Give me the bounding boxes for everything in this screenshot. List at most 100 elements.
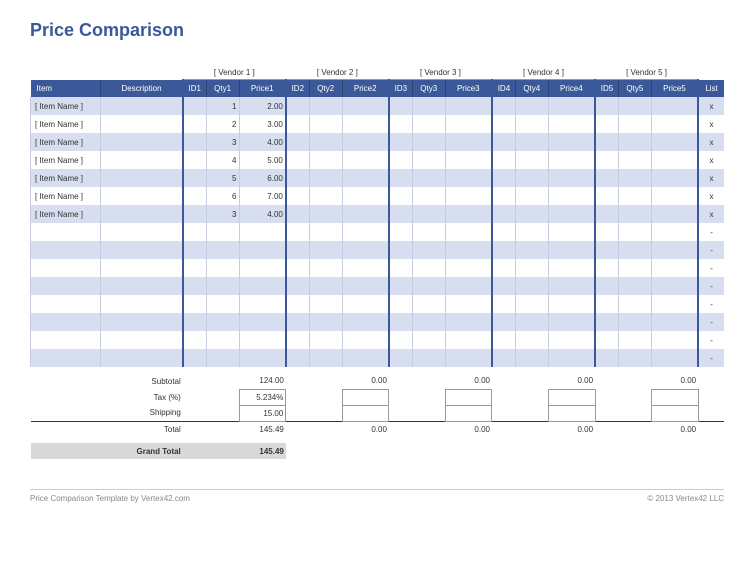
price-cell[interactable] (342, 151, 389, 169)
id-cell[interactable] (183, 133, 206, 151)
id-cell[interactable] (492, 277, 515, 295)
item-cell[interactable]: [ Item Name ] (31, 205, 101, 223)
id-cell[interactable] (595, 313, 618, 331)
tax-val[interactable] (548, 389, 595, 405)
id-cell[interactable] (286, 277, 309, 295)
desc-cell[interactable] (101, 205, 183, 223)
price-cell[interactable] (342, 205, 389, 223)
qty-cell[interactable] (515, 151, 548, 169)
qty-cell[interactable] (412, 97, 445, 115)
qty-cell[interactable] (206, 295, 239, 313)
price-cell[interactable] (342, 331, 389, 349)
item-cell[interactable] (31, 349, 101, 367)
qty-cell[interactable] (309, 313, 342, 331)
price-cell[interactable] (239, 277, 286, 295)
id-cell[interactable] (595, 331, 618, 349)
item-cell[interactable]: [ Item Name ] (31, 133, 101, 151)
qty-cell[interactable] (515, 133, 548, 151)
id-cell[interactable] (492, 331, 515, 349)
item-cell[interactable] (31, 295, 101, 313)
price-cell[interactable] (548, 115, 595, 133)
id-cell[interactable] (389, 349, 412, 367)
price-cell[interactable] (651, 115, 698, 133)
id-cell[interactable] (286, 97, 309, 115)
id-cell[interactable] (389, 259, 412, 277)
desc-cell[interactable] (101, 241, 183, 259)
desc-cell[interactable] (101, 169, 183, 187)
desc-cell[interactable] (101, 223, 183, 241)
id-cell[interactable] (595, 295, 618, 313)
price-cell[interactable] (445, 169, 492, 187)
qty-cell[interactable] (412, 133, 445, 151)
id-cell[interactable] (389, 223, 412, 241)
id-cell[interactable] (492, 313, 515, 331)
qty-cell[interactable] (618, 241, 651, 259)
desc-cell[interactable] (101, 133, 183, 151)
qty-cell[interactable] (309, 277, 342, 295)
price-cell[interactable] (445, 187, 492, 205)
item-cell[interactable] (31, 331, 101, 349)
price-cell[interactable] (651, 97, 698, 115)
id-cell[interactable] (286, 151, 309, 169)
qty-cell[interactable] (515, 187, 548, 205)
id-cell[interactable] (492, 295, 515, 313)
id-cell[interactable] (389, 277, 412, 295)
tax-val[interactable]: 5.234% (239, 389, 286, 405)
price-cell[interactable]: 2.00 (239, 97, 286, 115)
shipping-val[interactable] (651, 405, 698, 421)
id-cell[interactable] (389, 115, 412, 133)
price-cell[interactable] (548, 169, 595, 187)
id-cell[interactable] (183, 151, 206, 169)
qty-cell[interactable] (618, 115, 651, 133)
price-cell[interactable] (651, 313, 698, 331)
qty-cell[interactable] (515, 169, 548, 187)
price-cell[interactable] (651, 241, 698, 259)
price-cell[interactable] (239, 295, 286, 313)
id-cell[interactable] (183, 115, 206, 133)
id-cell[interactable] (389, 331, 412, 349)
qty-cell[interactable] (515, 223, 548, 241)
qty-cell[interactable] (618, 187, 651, 205)
price-cell[interactable] (445, 295, 492, 313)
qty-cell[interactable] (412, 313, 445, 331)
id-cell[interactable] (492, 187, 515, 205)
price-cell[interactable] (651, 187, 698, 205)
shipping-val[interactable] (548, 405, 595, 421)
id-cell[interactable] (492, 259, 515, 277)
price-cell[interactable] (651, 169, 698, 187)
id-cell[interactable] (183, 241, 206, 259)
qty-cell[interactable] (515, 313, 548, 331)
qty-cell[interactable] (515, 205, 548, 223)
price-cell[interactable] (342, 169, 389, 187)
price-cell[interactable] (548, 241, 595, 259)
id-cell[interactable] (286, 349, 309, 367)
id-cell[interactable] (595, 259, 618, 277)
qty-cell[interactable] (515, 277, 548, 295)
price-cell[interactable] (548, 205, 595, 223)
qty-cell[interactable] (618, 169, 651, 187)
qty-cell[interactable] (618, 205, 651, 223)
id-cell[interactable] (389, 187, 412, 205)
qty-cell[interactable] (618, 277, 651, 295)
qty-cell[interactable] (309, 187, 342, 205)
id-cell[interactable] (389, 241, 412, 259)
item-cell[interactable] (31, 277, 101, 295)
price-cell[interactable] (445, 133, 492, 151)
price-cell[interactable] (651, 259, 698, 277)
price-cell[interactable] (239, 313, 286, 331)
qty-cell[interactable] (618, 259, 651, 277)
price-cell[interactable] (548, 277, 595, 295)
price-cell[interactable] (342, 259, 389, 277)
item-cell[interactable]: [ Item Name ] (31, 115, 101, 133)
price-cell[interactable] (548, 313, 595, 331)
qty-cell[interactable] (206, 241, 239, 259)
qty-cell[interactable] (412, 151, 445, 169)
id-cell[interactable] (389, 205, 412, 223)
shipping-val[interactable]: 15.00 (239, 405, 286, 421)
price-cell[interactable] (239, 241, 286, 259)
qty-cell[interactable] (206, 223, 239, 241)
price-cell[interactable] (445, 115, 492, 133)
qty-cell[interactable] (309, 169, 342, 187)
qty-cell[interactable] (309, 223, 342, 241)
qty-cell[interactable] (515, 97, 548, 115)
